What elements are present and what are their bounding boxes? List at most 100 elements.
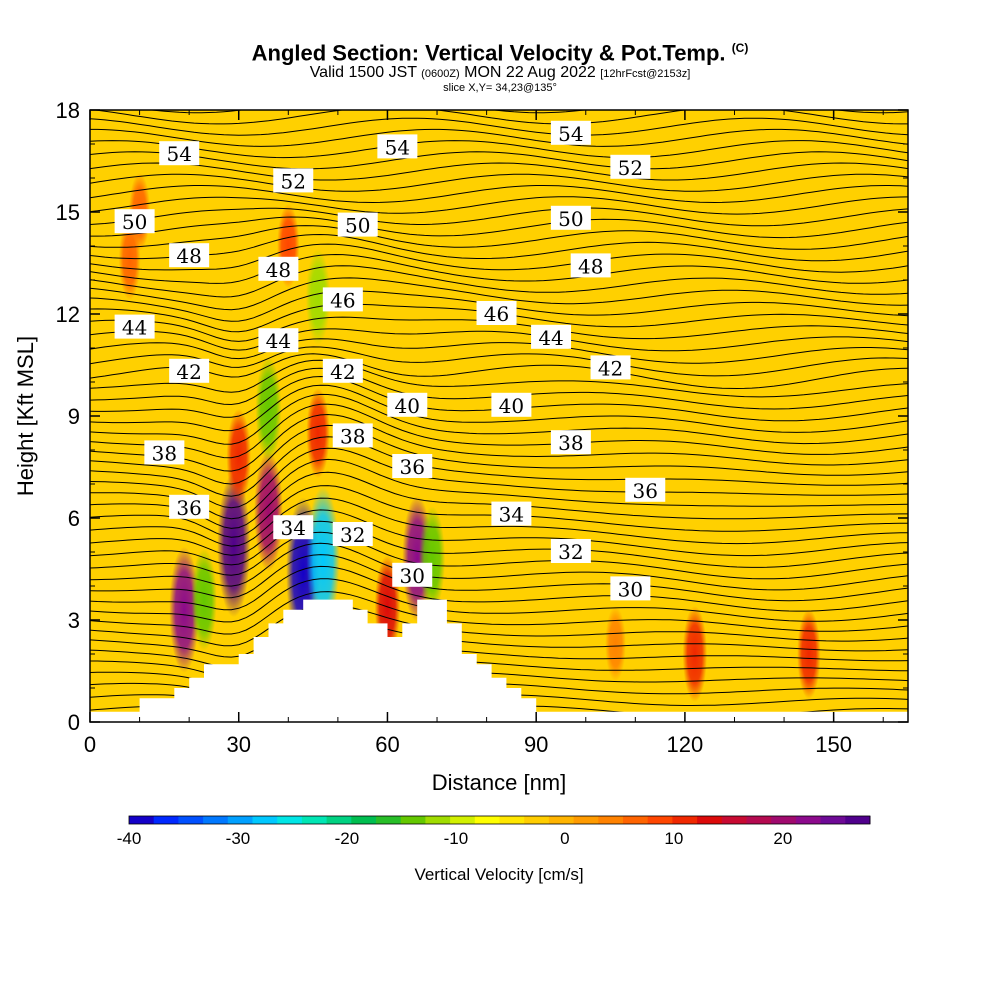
pot-temp-contour	[90, 338, 908, 364]
colorbar-tick-label: 20	[773, 829, 792, 848]
pot-temp-contour	[90, 447, 908, 509]
contour-label: 42	[169, 358, 210, 384]
pot-temp-contour	[90, 346, 908, 377]
pot-temp-contour	[90, 128, 908, 147]
valid-time-line: Valid 1500 JST (0600Z) MON 22 Aug 2022 […	[0, 65, 1000, 82]
pot-temp-contour	[90, 225, 908, 250]
contour-label: 32	[332, 522, 373, 547]
contour-labels: 54 54 54 52 52 50 50 50 48 48 48 46 46 44 44 44 42 42 42 40…	[114, 120, 666, 601]
terrain	[90, 599, 908, 722]
forecast-info: [12hrFcst@2153z]	[600, 68, 691, 81]
colorbar-swatch	[795, 816, 822, 824]
colorbar-swatch	[623, 816, 649, 824]
contour-label-box	[114, 314, 155, 339]
pot-temp-contour	[90, 413, 908, 472]
contour-label: 48	[570, 253, 611, 278]
contour-label-box	[610, 154, 651, 179]
contour-label-box	[159, 141, 200, 166]
colorbar-swatch	[326, 816, 352, 824]
colorbar-frame	[128, 815, 871, 825]
colorbar-swatch	[647, 816, 673, 824]
pot-temp-contour	[90, 436, 908, 497]
pot-temp-contour	[90, 393, 908, 445]
contour-label-text: 30	[618, 577, 643, 601]
contour-label-box	[337, 212, 378, 237]
contour-label: 36	[625, 477, 666, 503]
pot-temp-contour	[90, 110, 908, 125]
contour-label-text: 38	[340, 424, 365, 448]
y-tick-label: 15	[56, 200, 80, 225]
contour-label-box	[332, 423, 373, 448]
pot-temp-contour	[90, 277, 908, 311]
x-tick-label: 90	[524, 732, 548, 757]
contour-label-box	[169, 243, 210, 268]
contour-label-text: 48	[266, 258, 291, 282]
velocity-feature	[306, 486, 340, 631]
colorbar-swatch	[548, 816, 575, 824]
pot-temp-contour	[90, 520, 908, 568]
contour-label-text: 42	[176, 360, 201, 384]
contour-label-text: 52	[281, 169, 306, 193]
contour-label-text: 32	[558, 540, 583, 564]
pot-temp-contour	[90, 253, 908, 284]
contour-label: 52	[273, 168, 314, 193]
pot-temp-contour	[90, 173, 908, 192]
contour-label-box	[169, 358, 210, 383]
contour-label-box	[550, 430, 591, 455]
contour-label: 42	[590, 355, 631, 380]
velocity-feature	[226, 408, 251, 505]
contour-label-text: 54	[167, 142, 192, 166]
contour-label: 44	[531, 324, 572, 350]
contour-label-box	[491, 392, 532, 417]
contour-label-text: 38	[152, 441, 177, 465]
pot-temp-contour	[90, 184, 908, 204]
pot-temp-contour	[90, 233, 908, 262]
pot-temp-contour	[90, 565, 908, 612]
pot-temp-contour	[90, 151, 908, 170]
contour-label-box	[332, 522, 373, 546]
velocity-feature	[682, 606, 708, 702]
contour-label-box	[392, 562, 433, 587]
colorbar-swatch	[474, 816, 500, 824]
contour-label: 34	[491, 501, 532, 527]
colorbar-swatch	[301, 816, 328, 824]
contour-label: 48	[258, 256, 299, 282]
y-axis-title: Height [Kft MSL]	[13, 336, 38, 496]
colorbar-tick-label: -40	[117, 829, 142, 848]
x-axis-title: Distance [nm]	[432, 770, 567, 795]
contour-label-box	[610, 576, 651, 601]
contour-label: 48	[169, 243, 210, 268]
contour-label-text: 40	[499, 394, 524, 418]
contour-label: 46	[476, 301, 517, 326]
pot-temp-contour	[90, 458, 908, 520]
pot-temp-contour	[90, 117, 908, 136]
pot-temp-contour	[90, 243, 908, 273]
contour-label: 30	[610, 576, 651, 601]
contour-label-box	[273, 168, 314, 193]
contour-label: 52	[610, 154, 651, 180]
velocity-feature	[797, 609, 821, 699]
valid-prefix: Valid 1500 JST	[309, 64, 417, 82]
contour-label: 50	[337, 212, 378, 238]
pot-temp-contour	[90, 140, 908, 159]
pot-temp-contour	[90, 531, 908, 580]
contour-label-box	[550, 539, 591, 563]
contour-label-box	[114, 209, 155, 234]
y-tick-label: 6	[68, 506, 80, 531]
contour-label-text: 44	[538, 326, 563, 350]
contour-label-box	[491, 501, 532, 526]
pot-temp-contour	[90, 497, 908, 547]
contour-label: 50	[550, 205, 591, 231]
velocity-feature	[217, 473, 251, 618]
colorbar-swatch	[697, 816, 723, 824]
contour-label-text: 34	[499, 503, 524, 527]
colorbar-tick-label: 10	[664, 829, 683, 848]
colorbar-swatch	[351, 816, 377, 824]
colorbar-swatch	[425, 816, 451, 824]
contour-label: 54	[377, 134, 418, 159]
pot-temp-contour	[90, 542, 908, 591]
contour-label-box	[590, 355, 631, 380]
colorbar-swatch	[524, 816, 550, 824]
colorbar-swatch	[203, 816, 229, 824]
contour-label-text: 36	[400, 455, 425, 479]
